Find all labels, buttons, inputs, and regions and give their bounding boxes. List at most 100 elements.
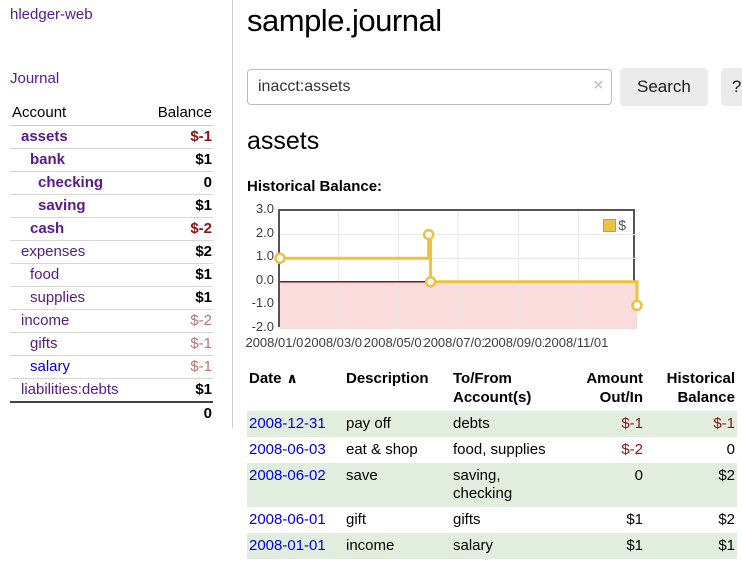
account-link-saving[interactable]: saving (38, 197, 86, 214)
historical-balance-chart: $ 3.0 2.0 1.0 0.0 -1.0 -2.0 2008/01/01 2008/03/… (245, 201, 742, 356)
register-row[interactable]: 2008-12-31 pay off debts $-1 $-1 (247, 411, 737, 437)
accounts-total-balance: 0 (142, 401, 213, 425)
register-row[interactable]: 2008-06-01 gift gifts $1 $2 (247, 507, 737, 533)
transaction-balance: $-1 (713, 415, 735, 432)
search-button[interactable]: Search (620, 68, 708, 106)
register-header-row: Date ∧ Description To/From Account(s) Amo… (247, 367, 737, 411)
help-button[interactable]: ? (720, 68, 742, 106)
account-link-gifts[interactable]: gifts (30, 335, 58, 352)
account-link-bank[interactable]: bank (30, 151, 66, 168)
register-table: Date ∧ Description To/From Account(s) Amo… (247, 367, 737, 559)
account-link-liabilities-debts[interactable]: liabilities:debts (21, 381, 119, 398)
account-row: income $-2 (10, 309, 213, 333)
transaction-description: gift (346, 511, 367, 528)
chart-series-svg (274, 211, 643, 329)
account-balance: $1 (142, 263, 213, 287)
register-row[interactable]: 2008-01-01 income salary $1 $1 (247, 533, 737, 559)
account-heading: assets (247, 127, 320, 155)
transaction-balance: $2 (718, 467, 735, 484)
transaction-date-link[interactable]: 2008-06-01 (249, 511, 326, 528)
accounts-table: Account Balance assets $-1 bank $1 check… (10, 102, 213, 425)
transaction-accounts: debts (453, 415, 490, 432)
account-balance: $-1 (142, 332, 213, 356)
account-link-supplies[interactable]: supplies (30, 289, 86, 306)
accounts-header-account: Account (10, 102, 143, 126)
transaction-description: eat & shop (346, 441, 418, 458)
account-link-assets[interactable]: assets (21, 128, 68, 145)
sort-ascending-icon: ∧ (286, 370, 298, 386)
x-tick-label: 2008/07/01 (423, 335, 489, 350)
legend-swatch-icon (603, 218, 617, 232)
account-row: expenses $2 (10, 240, 213, 264)
x-tick-label: 2008/01/01 (245, 335, 311, 350)
sidebar-item-journal[interactable]: Journal (10, 70, 60, 87)
y-tick-label: 2.0 (255, 224, 274, 240)
x-tick-label: 2008/11/01 (544, 335, 609, 350)
y-tick-label: -1.0 (251, 295, 274, 311)
x-tick-label: 2008/09/01 (484, 335, 550, 350)
account-row: checking 0 (10, 171, 213, 195)
account-row: salary $-1 (10, 355, 213, 379)
transaction-description: pay off (346, 415, 391, 432)
register-row[interactable]: 2008-06-03 eat & shop food, supplies $-2… (247, 437, 737, 463)
chart-plot-area: $ (274, 209, 643, 329)
transaction-date-link[interactable]: 2008-06-02 (249, 467, 326, 484)
chart-legend: $ (602, 216, 627, 234)
transaction-amount: $1 (626, 511, 643, 528)
account-link-expenses[interactable]: expenses (21, 243, 86, 260)
account-link-income[interactable]: income (21, 312, 70, 329)
register-row[interactable]: 2008-06-02 save saving, checking 0 $2 (247, 463, 737, 507)
account-balance: $1 (142, 378, 213, 403)
account-link-salary[interactable]: salary (30, 358, 71, 375)
app-brand-link[interactable]: hledger-web (10, 6, 93, 23)
account-row: bank $1 (10, 148, 213, 172)
account-balance: $1 (142, 286, 213, 310)
account-row: supplies $1 (10, 286, 213, 310)
account-link-checking[interactable]: checking (38, 174, 104, 191)
search-input[interactable] (247, 69, 612, 105)
account-balance: $-1 (142, 125, 213, 149)
account-row: gifts $-1 (10, 332, 213, 356)
transaction-amount: $-1 (621, 415, 643, 432)
main-content: sample.journal × Search ? assets Histori… (245, 0, 742, 559)
register-header-date[interactable]: Date ∧ (249, 370, 298, 387)
register-header-description: Description (346, 370, 429, 387)
account-row: liabilities:debts $1 (10, 378, 213, 403)
transaction-description: save (346, 467, 378, 484)
account-balance: $-2 (142, 309, 213, 333)
transaction-balance: $1 (718, 537, 735, 554)
transaction-amount: 0 (634, 467, 643, 484)
y-tick-label: 3.0 (255, 201, 274, 216)
transaction-balance: 0 (726, 441, 735, 458)
chart-title: Historical Balance: (247, 178, 383, 195)
transaction-balance: $2 (718, 511, 735, 528)
transaction-date-link[interactable]: 2008-06-03 (249, 441, 326, 458)
account-balance: 0 (142, 171, 213, 195)
page-title: sample.journal (247, 3, 442, 38)
y-tick-label: -2.0 (251, 319, 274, 334)
accounts-header-balance: Balance (142, 102, 213, 126)
account-row: cash $-2 (10, 217, 213, 241)
y-tick-label: 1.0 (255, 248, 274, 264)
account-balance: $1 (142, 194, 213, 218)
transaction-description: income (346, 537, 395, 554)
register-header-balance: Historical Balance (666, 370, 735, 406)
account-row: food $1 (10, 263, 213, 287)
legend-label: $ (618, 217, 626, 233)
register-header-accounts: To/From Account(s) (453, 370, 532, 406)
account-balance: $-2 (142, 217, 213, 241)
transaction-amount: $1 (626, 537, 643, 554)
account-link-food[interactable]: food (30, 266, 60, 283)
transaction-accounts: salary (453, 537, 494, 554)
x-tick-label: 2008/05/01 (363, 335, 429, 350)
clear-search-icon[interactable]: × (593, 77, 603, 94)
transaction-date-link[interactable]: 2008-12-31 (249, 415, 326, 432)
sidebar: hledger-web Journal Account Balance asse… (0, 0, 233, 428)
register-header-amount: Amount Out/In (586, 370, 643, 406)
x-tick-label: 2008/03/01 (304, 335, 370, 350)
account-link-cash[interactable]: cash (30, 220, 65, 237)
account-balance: $2 (142, 240, 213, 264)
account-row: saving $1 (10, 194, 213, 218)
transaction-date-link[interactable]: 2008-01-01 (249, 537, 326, 554)
accounts-total-row: 0 (10, 401, 213, 425)
